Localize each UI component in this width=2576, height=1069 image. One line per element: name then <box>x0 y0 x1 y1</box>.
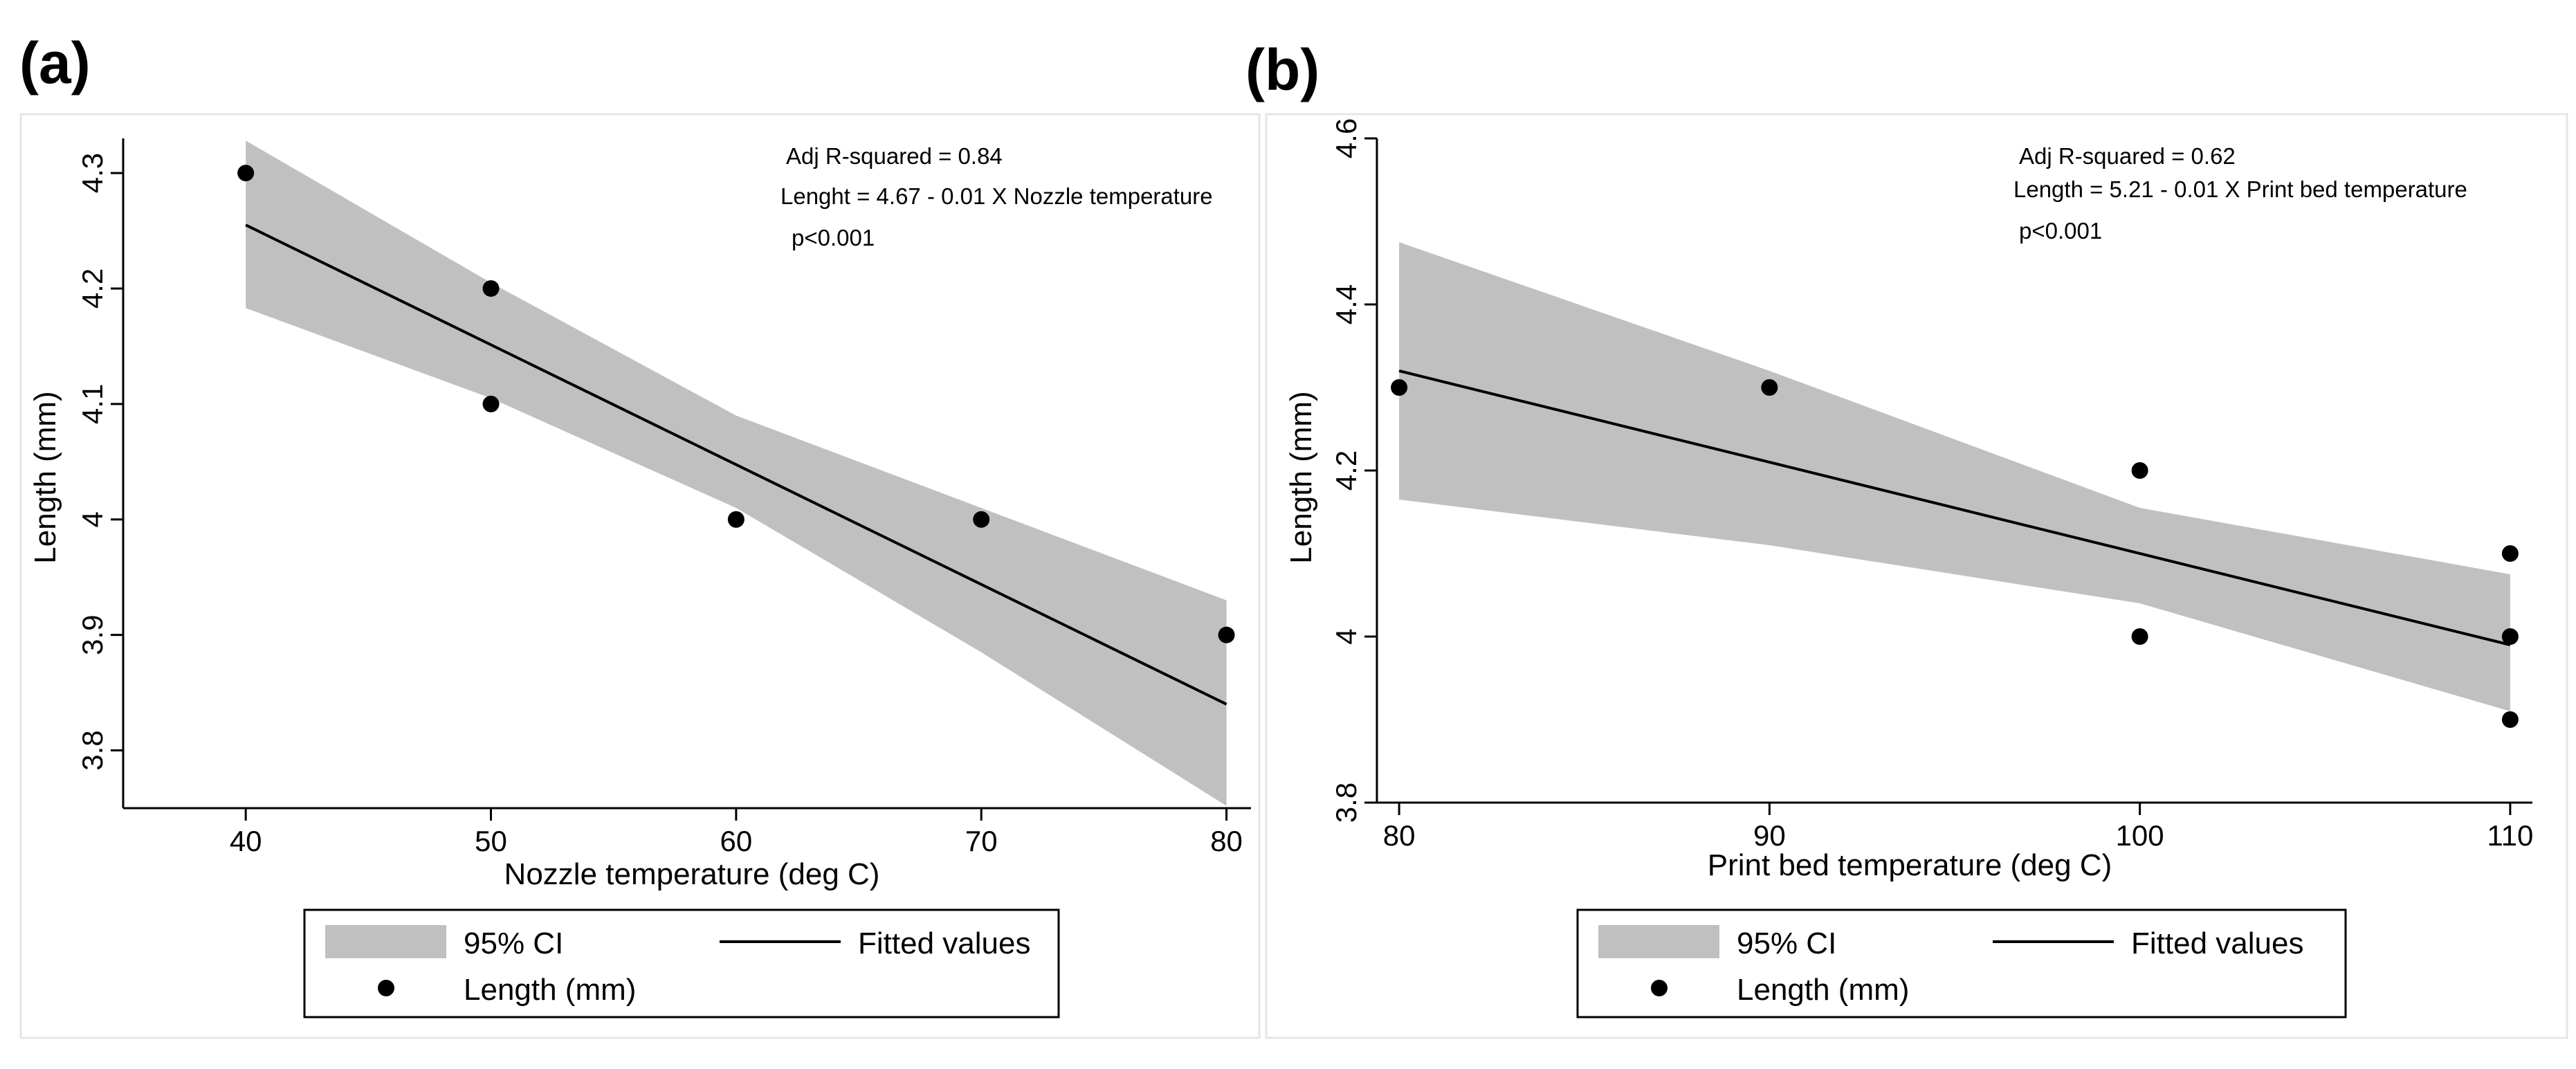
chart-b-y-axis-title: Length (mm) <box>1284 391 1318 563</box>
chart-a-legend-fit-label: Fitted values <box>858 926 1030 960</box>
chart-a-panel-label: (a) <box>19 30 91 95</box>
chart-a-x-tick-label-2: 50 <box>475 825 507 857</box>
chart-b-annotation-1: Adj R-squared = 0.62 <box>2019 143 2236 169</box>
chart-a-data-point-4 <box>727 511 745 528</box>
chart-a-x-tick-label-4: 70 <box>965 825 998 857</box>
chart-a-y-tick-label-2: 3.9 <box>76 614 109 655</box>
chart-b-data-point-7 <box>2501 711 2519 728</box>
chart-a-y-tick-label-3: 4 <box>76 511 109 527</box>
chart-a-annotations: Adj R-squared = 0.84 Lenght = 4.67 - 0.01… <box>780 143 1213 250</box>
chart-b-data-point-6 <box>2501 628 2519 645</box>
chart-b-legend-ci-swatch <box>1598 925 1719 958</box>
chart-a-legend-ci-swatch <box>325 925 446 958</box>
chart-a-legend: 95% CI Fitted values Length (mm) <box>303 908 1060 1018</box>
chart-a-data-point-1 <box>237 165 255 182</box>
chart-b-y-tick-label-4: 4.4 <box>1330 284 1362 325</box>
chart-b-panel-label: (b) <box>1245 37 1319 102</box>
chart-b-data-point-2 <box>1761 379 1778 396</box>
chart-a-legend-point-label: Length (mm) <box>464 973 636 1007</box>
chart-a-annotation-2: Lenght = 4.67 - 0.01 X Nozzle temperatur… <box>780 183 1213 209</box>
chart-b-panel-border <box>1265 113 2568 1039</box>
chart-a-y-tick-label-5: 4.2 <box>76 268 109 309</box>
chart-a-panel-border <box>19 113 1261 1039</box>
chart-a-y-tick-label-6: 4.3 <box>76 153 109 193</box>
chart-b-x-axis-title: Print bed temperature (deg C) <box>1708 848 2112 882</box>
chart-b-annotation-3: p<0.001 <box>2019 218 2102 244</box>
chart-b-y-tick-label-2: 4 <box>1330 628 1362 644</box>
chart-a-data-point-2 <box>482 280 500 297</box>
chart-b-ci-band <box>1399 242 2510 711</box>
chart-b-x-tick-label-4: 110 <box>2487 819 2533 852</box>
chart-b-legend-ci-label: 95% CI <box>1737 926 1836 960</box>
chart-b-data-point-5 <box>2501 545 2519 562</box>
chart-b-y-tick-label-5: 4.6 <box>1330 118 1362 158</box>
chart-a-ci-band <box>246 140 1227 806</box>
chart-b-legend-point-label: Length (mm) <box>1737 973 1909 1007</box>
chart-b-y-tick-label-3: 4.2 <box>1330 450 1362 491</box>
chart-a: (a) 3.8 3.9 4 4.1 4.2 4.3 40 50 60 70 80 Nozzle temp… <box>19 30 1261 1039</box>
chart-a-x-axis-title: Nozzle temperature (deg C) <box>504 857 880 891</box>
chart-a-data-point-3 <box>482 395 500 412</box>
chart-b-legend-point-swatch <box>1651 980 1668 996</box>
chart-b-annotations: Adj R-squared = 0.62 Length = 5.21 - 0.01… <box>2013 143 2467 244</box>
chart-a-x-tick-label-1: 40 <box>230 825 262 857</box>
chart-a-data-point-6 <box>1218 626 1235 643</box>
chart-b-data-point-3 <box>2131 462 2148 479</box>
chart-a-fitted-line <box>245 223 1227 706</box>
chart-b-x-tick-label-3: 100 <box>2116 819 2164 852</box>
chart-a-y-axis-title: Length (mm) <box>28 391 62 563</box>
chart-a-annotation-3: p<0.001 <box>792 225 875 250</box>
chart-b-x-tick-label-1: 80 <box>1383 819 1416 852</box>
chart-a-y-tick-label-4: 4.1 <box>76 384 109 424</box>
chart-b: (b) 3.8 4 4.2 4.4 4.6 80 90 100 110 Print bed temp… <box>1245 37 2568 1039</box>
chart-a-y-tick-label-1: 3.8 <box>76 730 109 770</box>
chart-b-x-tick-label-2: 90 <box>1753 819 1786 852</box>
chart-b-legend-fit-label: Fitted values <box>2131 926 2303 960</box>
chart-a-x-tick-label-5: 80 <box>1210 825 1243 857</box>
chart-b-legend: 95% CI Fitted values Length (mm) <box>1576 908 2347 1018</box>
chart-b-y-tick-label-1: 3.8 <box>1330 783 1362 823</box>
chart-b-data-point-1 <box>1391 379 1408 396</box>
chart-a-legend-ci-label: 95% CI <box>464 926 563 960</box>
chart-a-annotation-1: Adj R-squared = 0.84 <box>786 143 1003 169</box>
chart-b-data-point-4 <box>2131 628 2148 645</box>
chart-b-annotation-2: Length = 5.21 - 0.01 X Print bed tempera… <box>2013 176 2467 202</box>
chart-a-data-point-5 <box>973 511 990 528</box>
chart-a-x-tick-label-3: 60 <box>720 825 753 857</box>
chart-a-legend-point-swatch <box>378 980 394 996</box>
chart-b-fitted-line <box>1398 369 2511 646</box>
